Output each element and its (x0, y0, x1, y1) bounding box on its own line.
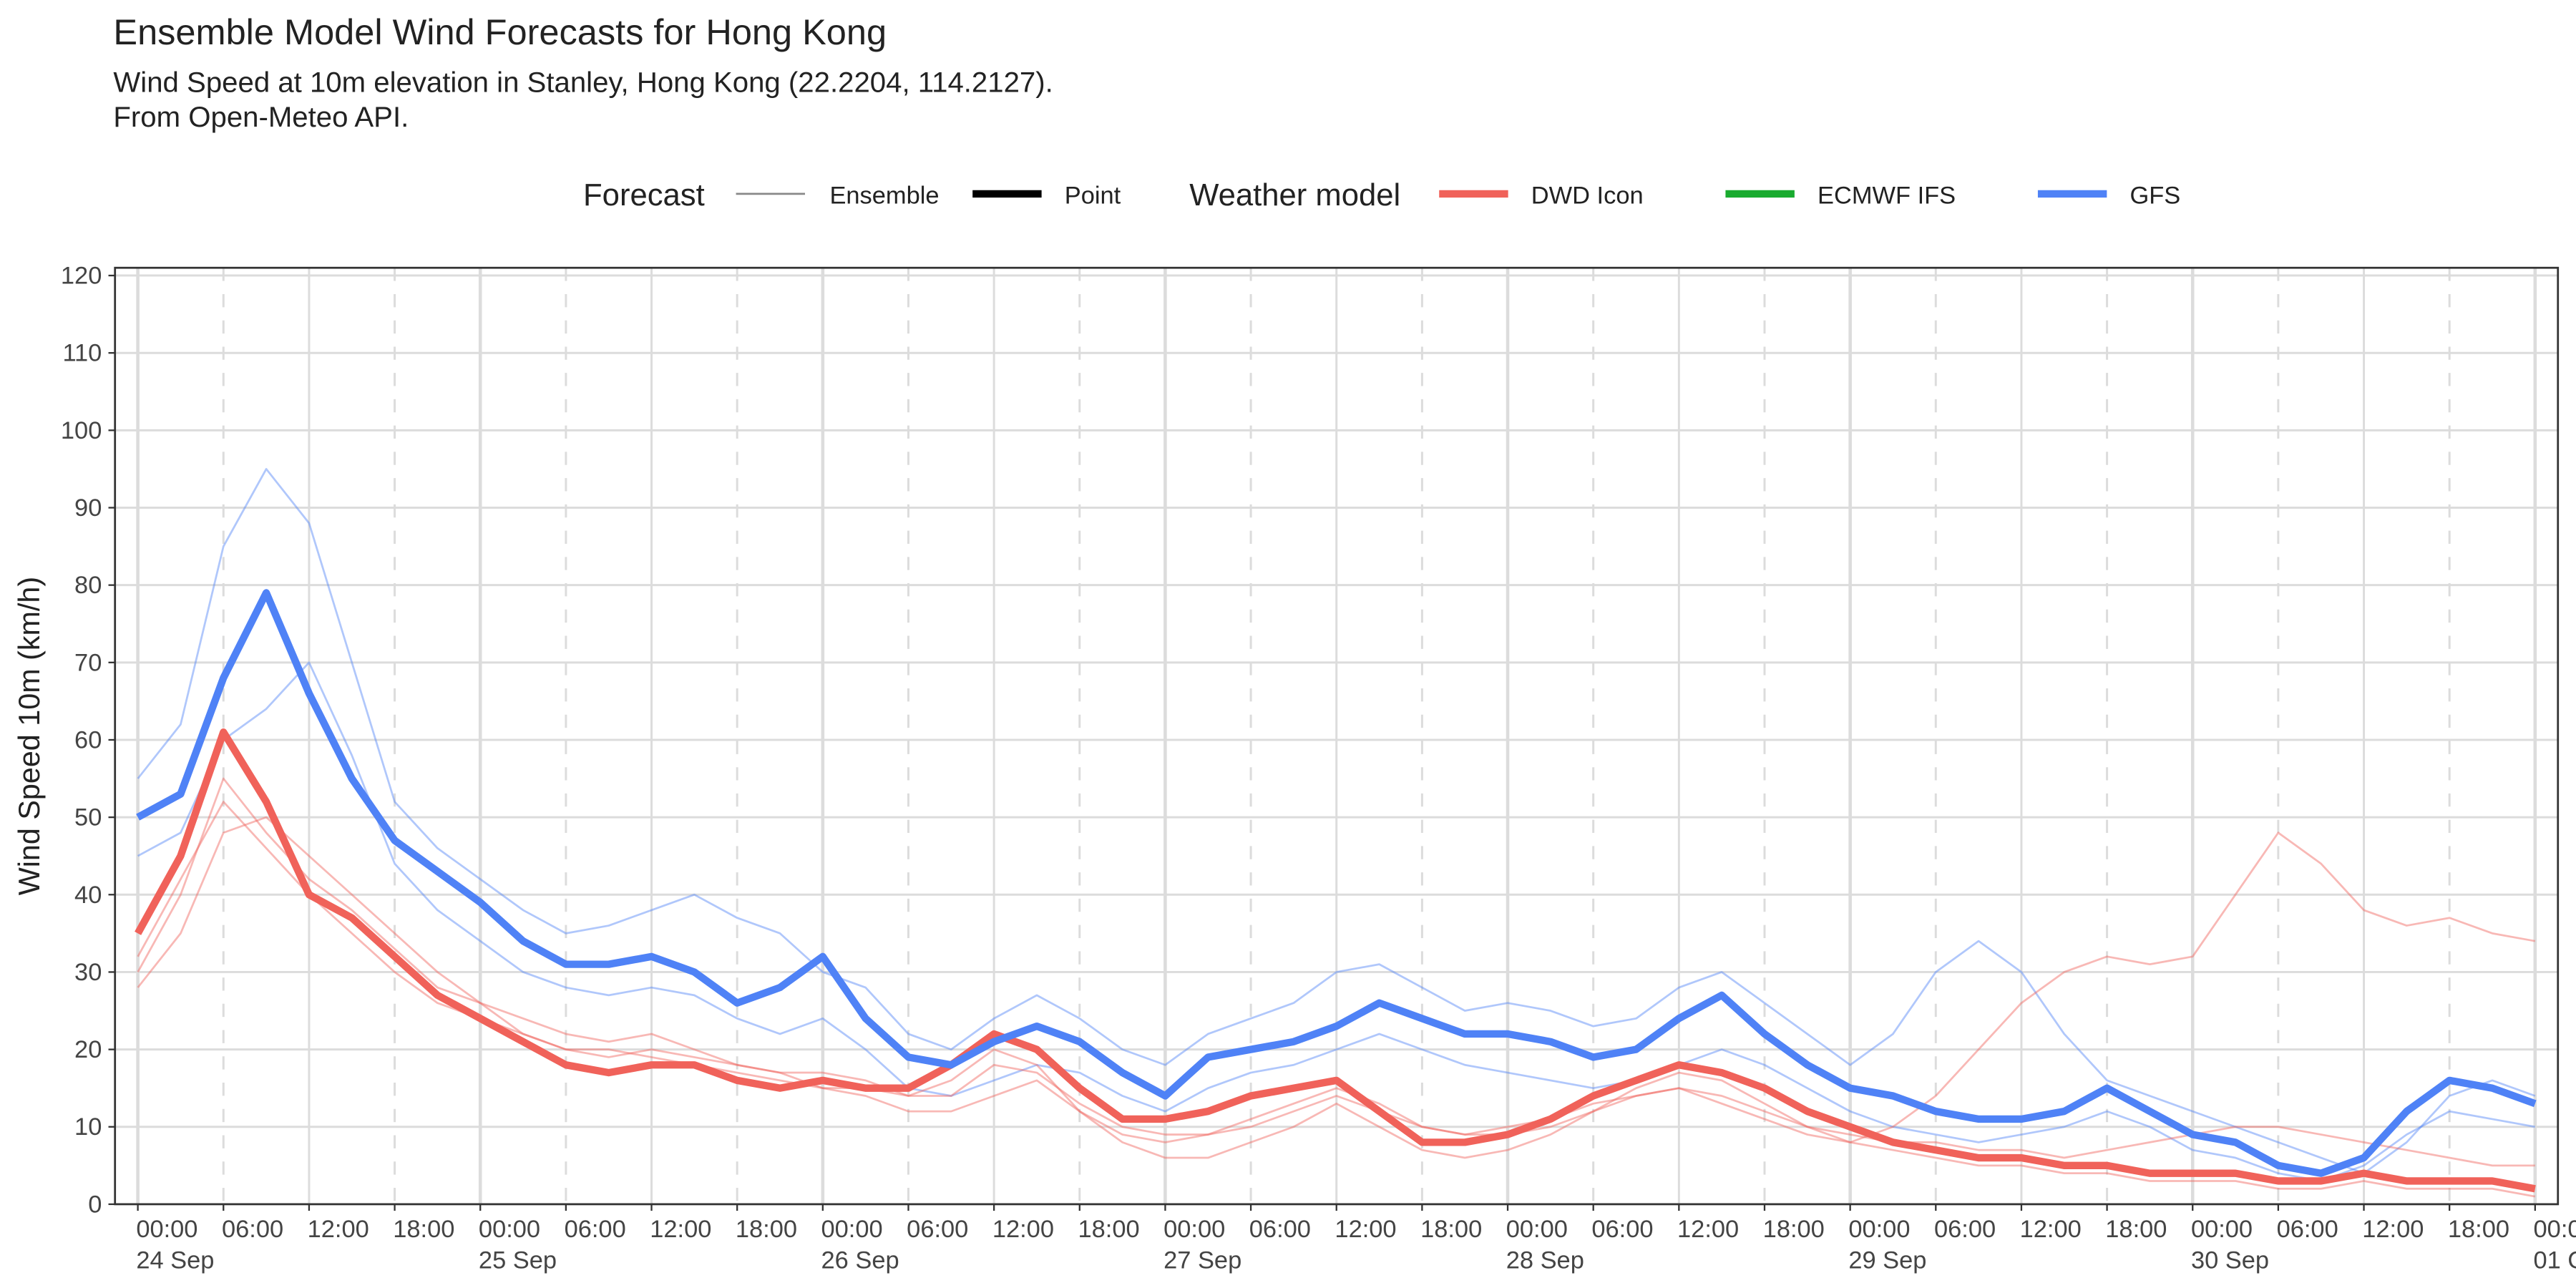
x-tick-label: 18:00 (2448, 1216, 2509, 1243)
x-tick-label: 12:00 (1677, 1216, 1739, 1243)
x-tick-label: 18:00 (393, 1216, 454, 1243)
y-tick-label: 120 (61, 263, 102, 290)
legend-label: ECMWF IFS (1818, 182, 1956, 210)
legend: DWD Icon ECMWF IFS GFS (1439, 182, 2180, 210)
x-tick-label: 06:00 (907, 1216, 968, 1243)
legend-title: Weather model (1189, 178, 1400, 213)
ensemble-line (137, 468, 2536, 1175)
y-tick-label: 110 (62, 340, 102, 367)
panel-border (114, 266, 2560, 1206)
x-tick-date: 29 Sep (1848, 1246, 1926, 1274)
x-tick-label: 06:00 (1934, 1216, 1996, 1243)
x-tick-label: 00:00 (136, 1216, 197, 1243)
x-tick-date: 27 Sep (1163, 1246, 1241, 1274)
subtitle: Wind Speed at 10m elevation in Stanley, … (113, 67, 1053, 99)
x-tick-label: 12:00 (1335, 1216, 1396, 1243)
x-tick-label: 06:00 (1249, 1216, 1311, 1243)
y-axis-label: Wind Speed 10m (km/h) (13, 577, 46, 895)
legend-title: Forecast (583, 178, 705, 213)
ensemble-line (137, 777, 2536, 1198)
y-tick-label: 100 (61, 417, 102, 444)
x-tick-label: 12:00 (2362, 1216, 2424, 1243)
legend-label: Ensemble (829, 182, 939, 210)
legend-label: GFS (2129, 182, 2180, 210)
y-tick-label: 30 (74, 959, 102, 986)
x-tick-label: 18:00 (2105, 1216, 2167, 1243)
x-tick-label: 18:00 (1420, 1216, 1482, 1243)
y-tick-label: 50 (74, 804, 102, 831)
x-tick-date: 01 Oct (2534, 1246, 2576, 1274)
point-forecast-line (135, 728, 2536, 1193)
legend-label: DWD Icon (1531, 182, 1644, 210)
y-tick-label: 80 (74, 572, 102, 599)
y-tick-label: 20 (74, 1036, 102, 1063)
x-tick-label: 06:00 (2277, 1216, 2338, 1243)
legend-label: Point (1065, 182, 1121, 210)
x-tick-label: 18:00 (736, 1216, 797, 1243)
x-tick-label: 12:00 (308, 1216, 369, 1243)
x-tick-label: 00:00 (2534, 1216, 2576, 1243)
x-tick-label: 12:00 (2020, 1216, 2082, 1243)
y-tick-label: 60 (74, 726, 102, 753)
subtitle: From Open-Meteo API. (113, 101, 409, 133)
x-tick-label: 12:00 (650, 1216, 711, 1243)
chart-title: Ensemble Model Wind Forecasts for Hong K… (113, 11, 887, 52)
x-tick-label: 00:00 (2191, 1216, 2253, 1243)
x-tick-label: 18:00 (1763, 1216, 1825, 1243)
y-tick-label: 40 (74, 882, 102, 909)
x-tick-label: 18:00 (1078, 1216, 1139, 1243)
x-tick-label: 12:00 (992, 1216, 1054, 1243)
point-forecast-line (136, 589, 2537, 1177)
x-tick-label: 06:00 (565, 1216, 626, 1243)
x-tick-label: 00:00 (1506, 1216, 1568, 1243)
y-tick-label: 0 (88, 1191, 102, 1218)
x-tick-date: 26 Sep (821, 1246, 899, 1274)
ensemble-line (137, 801, 2536, 1143)
x-tick-label: 00:00 (479, 1216, 540, 1243)
x-tick-date: 24 Sep (136, 1246, 214, 1274)
y-tick-label: 10 (74, 1113, 102, 1141)
ensemble-line (137, 661, 2536, 1182)
x-tick-label: 00:00 (1163, 1216, 1225, 1243)
x-tick-label: 00:00 (821, 1216, 883, 1243)
x-tick-label: 00:00 (1848, 1216, 1910, 1243)
x-tick-label: 06:00 (222, 1216, 283, 1243)
x-tick-date: 30 Sep (2191, 1246, 2269, 1274)
plot-area: 0 10 20 30 40 50 60 70 80 90 100 110 120 00:00 24 Sep 0… (61, 263, 2576, 1274)
x-tick-date: 28 Sep (1506, 1246, 1584, 1274)
ensemble-line (137, 816, 2535, 1167)
y-tick-label: 70 (74, 649, 102, 676)
y-tick-label: 90 (74, 494, 102, 522)
x-tick-date: 25 Sep (479, 1246, 557, 1274)
x-tick-label: 06:00 (1591, 1216, 1653, 1243)
